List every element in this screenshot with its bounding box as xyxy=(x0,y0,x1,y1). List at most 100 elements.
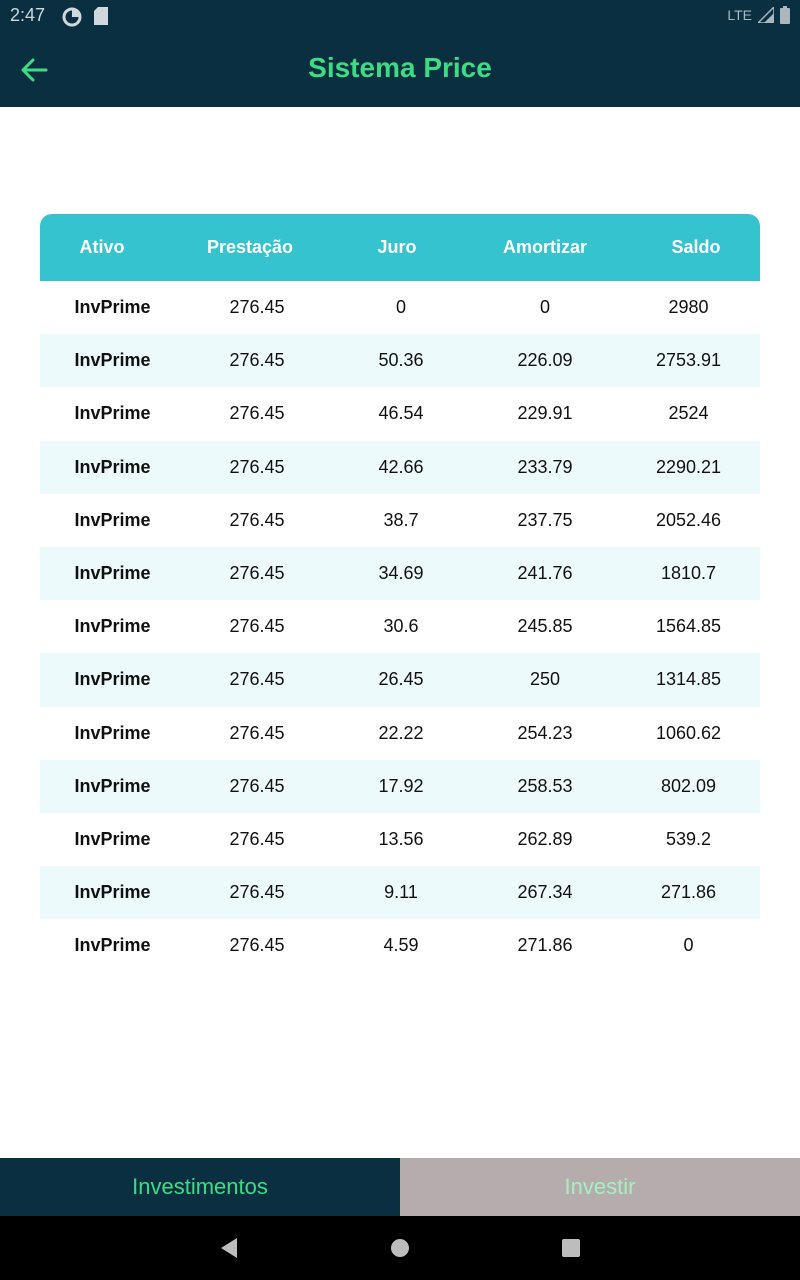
cell-saldo: 2524 xyxy=(668,403,709,424)
page-title: Sistema Price xyxy=(308,52,492,83)
tab-investimentos[interactable]: Investimentos xyxy=(0,1158,400,1216)
cell-ativo: InvPrime xyxy=(74,935,151,956)
table-row: InvPrime 276.45 4.59 271.86 0 xyxy=(40,919,760,972)
cell-juro: 42.66 xyxy=(378,456,424,477)
cell-saldo: 1810.7 xyxy=(660,563,717,584)
nav-recents-icon[interactable] xyxy=(561,1236,581,1260)
cell-amortizar: 233.79 xyxy=(517,456,573,477)
cell-saldo: 1314.85 xyxy=(655,669,722,690)
table-row: InvPrime 276.45 46.54 229.91 2524 xyxy=(40,387,760,440)
sd-card-icon xyxy=(94,7,108,25)
signal-icon xyxy=(758,7,774,23)
cell-juro: 50.36 xyxy=(378,350,424,371)
table-row: InvPrime 276.45 26.45 250 1314.85 xyxy=(40,653,760,707)
cell-ativo: InvPrime xyxy=(74,828,151,849)
cell-prestacao: 276.45 xyxy=(229,828,285,849)
nav-back-icon[interactable] xyxy=(219,1236,239,1260)
table-row: InvPrime 276.45 30.6 245.85 1564.85 xyxy=(40,600,760,653)
cell-prestacao: 276.45 xyxy=(229,297,285,318)
cell-saldo: 2753.91 xyxy=(655,350,722,371)
cell-amortizar: 267.34 xyxy=(517,882,573,903)
cell-saldo: 802.09 xyxy=(660,775,717,796)
system-nav-bar xyxy=(0,1216,800,1280)
cell-prestacao: 276.45 xyxy=(229,350,285,371)
cell-amortizar: 229.91 xyxy=(517,403,573,424)
table-row: InvPrime 276.45 34.69 241.76 1810.7 xyxy=(40,546,760,601)
table-row: InvPrime 276.45 17.92 258.53 802.09 xyxy=(40,759,760,813)
cell-ativo: InvPrime xyxy=(74,775,151,796)
cell-amortizar: 262.89 xyxy=(517,828,573,849)
cell-amortizar: 0 xyxy=(539,297,550,318)
cell-amortizar: 226.09 xyxy=(517,350,573,371)
tab-investir[interactable]: Investir xyxy=(400,1158,800,1216)
cell-amortizar: 237.75 xyxy=(517,509,573,530)
header-amortizar: Amortizar xyxy=(502,237,587,257)
cell-ativo: InvPrime xyxy=(74,509,151,530)
header-saldo: Saldo xyxy=(671,237,721,257)
cell-juro: 22.22 xyxy=(378,722,424,743)
table-row: InvPrime 276.45 9.11 267.34 271.86 xyxy=(40,866,760,920)
cell-ativo: InvPrime xyxy=(74,350,151,371)
cell-juro: 38.7 xyxy=(383,509,419,530)
cell-prestacao: 276.45 xyxy=(229,669,285,690)
header-ativo: Ativo xyxy=(79,237,125,257)
cell-saldo: 1060.62 xyxy=(655,722,722,743)
app-bar: Sistema Price xyxy=(0,32,800,107)
table-row: InvPrime 276.45 22.22 254.23 1060.62 xyxy=(40,707,760,760)
header-prestacao: Prestação xyxy=(206,237,294,257)
cell-amortizar: 250 xyxy=(529,669,561,690)
price-table: Ativo Prestação Juro Amortizar Saldo Inv… xyxy=(40,214,760,972)
cell-juro: 46.54 xyxy=(378,403,424,424)
cell-ativo: InvPrime xyxy=(74,722,151,743)
table-row: InvPrime 276.45 13.56 262.89 539.2 xyxy=(40,813,760,866)
cell-prestacao: 276.45 xyxy=(229,775,285,796)
back-button[interactable] xyxy=(18,54,52,86)
cell-prestacao: 276.45 xyxy=(229,403,285,424)
table-header: Ativo Prestação Juro Amortizar Saldo xyxy=(40,214,760,281)
cell-ativo: InvPrime xyxy=(74,616,151,637)
cell-saldo: 2980 xyxy=(668,297,709,318)
cell-saldo: 539.2 xyxy=(665,828,712,849)
cell-juro: 26.45 xyxy=(378,669,424,690)
network-type: LTE xyxy=(727,7,752,23)
cell-saldo: 2052.46 xyxy=(655,509,722,530)
cell-ativo: InvPrime xyxy=(74,403,151,424)
cell-ativo: InvPrime xyxy=(74,297,151,318)
cell-prestacao: 276.45 xyxy=(229,563,285,584)
cell-juro: 34.69 xyxy=(378,563,424,584)
table-row: InvPrime 276.45 42.66 233.79 2290.21 xyxy=(40,440,760,494)
battery-icon xyxy=(780,6,790,24)
cell-prestacao: 276.45 xyxy=(229,509,285,530)
status-bar: 2:47 LTE xyxy=(0,0,800,32)
cell-saldo: 2290.21 xyxy=(655,456,722,477)
cell-prestacao: 276.45 xyxy=(229,616,285,637)
table-row: InvPrime 276.45 38.7 237.75 2052.46 xyxy=(40,494,760,547)
cell-prestacao: 276.45 xyxy=(229,882,285,903)
header-juro: Juro xyxy=(377,237,417,257)
nav-home-icon[interactable] xyxy=(389,1236,411,1260)
cell-prestacao: 276.45 xyxy=(229,456,285,477)
cell-juro: 9.11 xyxy=(384,882,418,903)
bottom-tabs: Investimentos Investir xyxy=(0,1158,800,1216)
cell-amortizar: 245.85 xyxy=(517,616,573,637)
table-row: InvPrime 276.45 0 0 2980 xyxy=(40,281,760,334)
cell-ativo: InvPrime xyxy=(74,882,151,903)
table-row: InvPrime 276.45 50.36 226.09 2753.91 xyxy=(40,334,760,388)
cell-prestacao: 276.45 xyxy=(229,722,285,743)
cell-saldo: 0 xyxy=(683,935,694,956)
cell-juro: 4.59 xyxy=(383,935,419,956)
status-right: LTE xyxy=(727,6,790,24)
cell-juro: 13.56 xyxy=(378,828,424,849)
status-time: 2:47 xyxy=(10,5,46,25)
cell-amortizar: 254.23 xyxy=(517,722,573,743)
table-body: InvPrime 276.45 0 0 2980 InvPrime 276.45 50.36 2… xyxy=(40,281,760,972)
cell-ativo: InvPrime xyxy=(74,456,151,477)
cell-amortizar: 241.76 xyxy=(517,563,573,584)
cell-prestacao: 276.45 xyxy=(229,935,285,956)
cell-ativo: InvPrime xyxy=(74,563,151,584)
cell-juro: 17.92 xyxy=(378,775,424,796)
cell-saldo: 1564.85 xyxy=(655,616,722,637)
data-saver-icon xyxy=(62,7,82,27)
cell-saldo: 271.86 xyxy=(660,882,717,903)
cell-juro: 30.6 xyxy=(383,616,419,637)
